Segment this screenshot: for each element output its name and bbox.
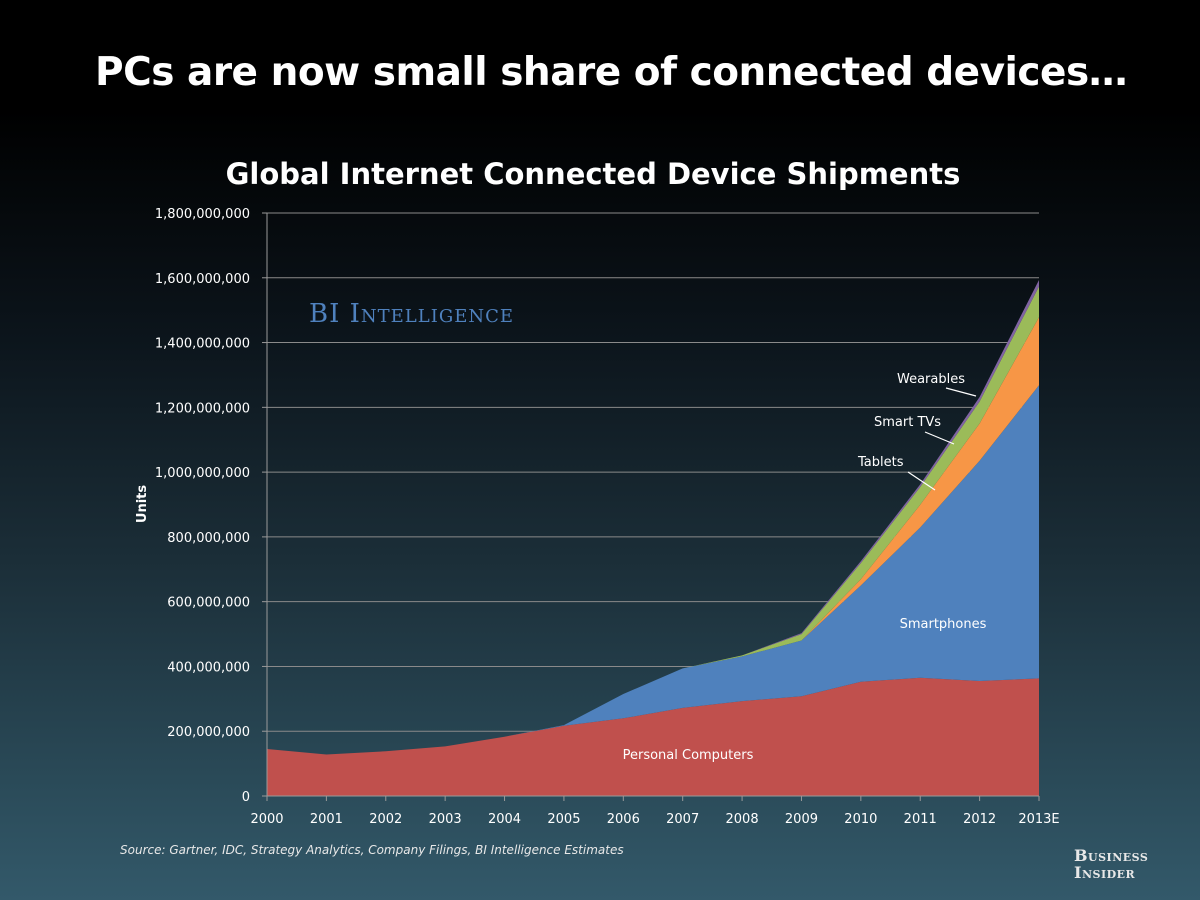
y-tick-label: 1,000,000,000 [155, 466, 250, 481]
x-tick-label: 2003 [429, 812, 462, 827]
x-tick-label: 2012 [963, 812, 996, 827]
series-labels: Personal Computers Smartphones Tablets Smar… [623, 372, 987, 763]
series-label-wearables: Wearables [897, 372, 965, 387]
x-tick-label: 2006 [607, 812, 640, 827]
chart-title: Global Internet Connected Device Shipmen… [225, 157, 961, 191]
source-note: Source: Gartner, IDC, Strategy Analytics… [120, 843, 624, 857]
x-tick-label: 2000 [250, 812, 283, 827]
y-tick-label: 1,600,000,000 [155, 272, 250, 287]
logo-line-1: Business [1074, 846, 1149, 865]
x-tick-label: 2005 [547, 812, 580, 827]
y-tick-label: 1,400,000,000 [155, 337, 250, 352]
series-label-tablets: Tablets [857, 455, 904, 470]
area-personal-computers [267, 677, 1039, 796]
y-tick-label: 1,200,000,000 [155, 401, 250, 416]
tick-labels: 0 200,000,000 400,000,000 600,000,000 800,00… [155, 207, 1060, 827]
x-tick-label: 2011 [904, 812, 937, 827]
y-tick-label: 200,000,000 [167, 725, 250, 740]
series-label-personal-computers: Personal Computers [623, 748, 754, 763]
x-tick-label: 2001 [310, 812, 343, 827]
business-insider-logo: Business Insider [1074, 847, 1174, 881]
x-tick-label: 2002 [369, 812, 402, 827]
x-tick-label: 2009 [785, 812, 818, 827]
y-tick-label: 800,000,000 [167, 531, 250, 546]
y-tick-label: 0 [242, 790, 250, 805]
y-axis-label: Units [135, 485, 150, 523]
x-tick-label: 2013E [1018, 812, 1059, 827]
x-tick-label: 2010 [844, 812, 877, 827]
series-label-smartphones: Smartphones [900, 617, 987, 632]
series-label-smart-tvs: Smart TVs [874, 415, 941, 430]
axes [262, 212, 1040, 801]
y-tick-label: 1,800,000,000 [155, 207, 250, 222]
area-smartphones [267, 385, 1039, 755]
x-tick-label: 2004 [488, 812, 521, 827]
bi-intelligence-watermark: BI Intelligence [309, 299, 514, 329]
y-tick-label: 600,000,000 [167, 596, 250, 611]
leader-line [907, 471, 936, 491]
x-tick-label: 2007 [666, 812, 699, 827]
stacked-areas [267, 280, 1039, 796]
leader-line [945, 387, 977, 397]
slide-title: PCs are now small share of connected dev… [95, 50, 1128, 95]
logo-line-2: Insider [1074, 863, 1136, 882]
x-tick-label: 2008 [726, 812, 759, 827]
y-tick-label: 400,000,000 [167, 660, 250, 675]
leader-line [924, 431, 955, 445]
